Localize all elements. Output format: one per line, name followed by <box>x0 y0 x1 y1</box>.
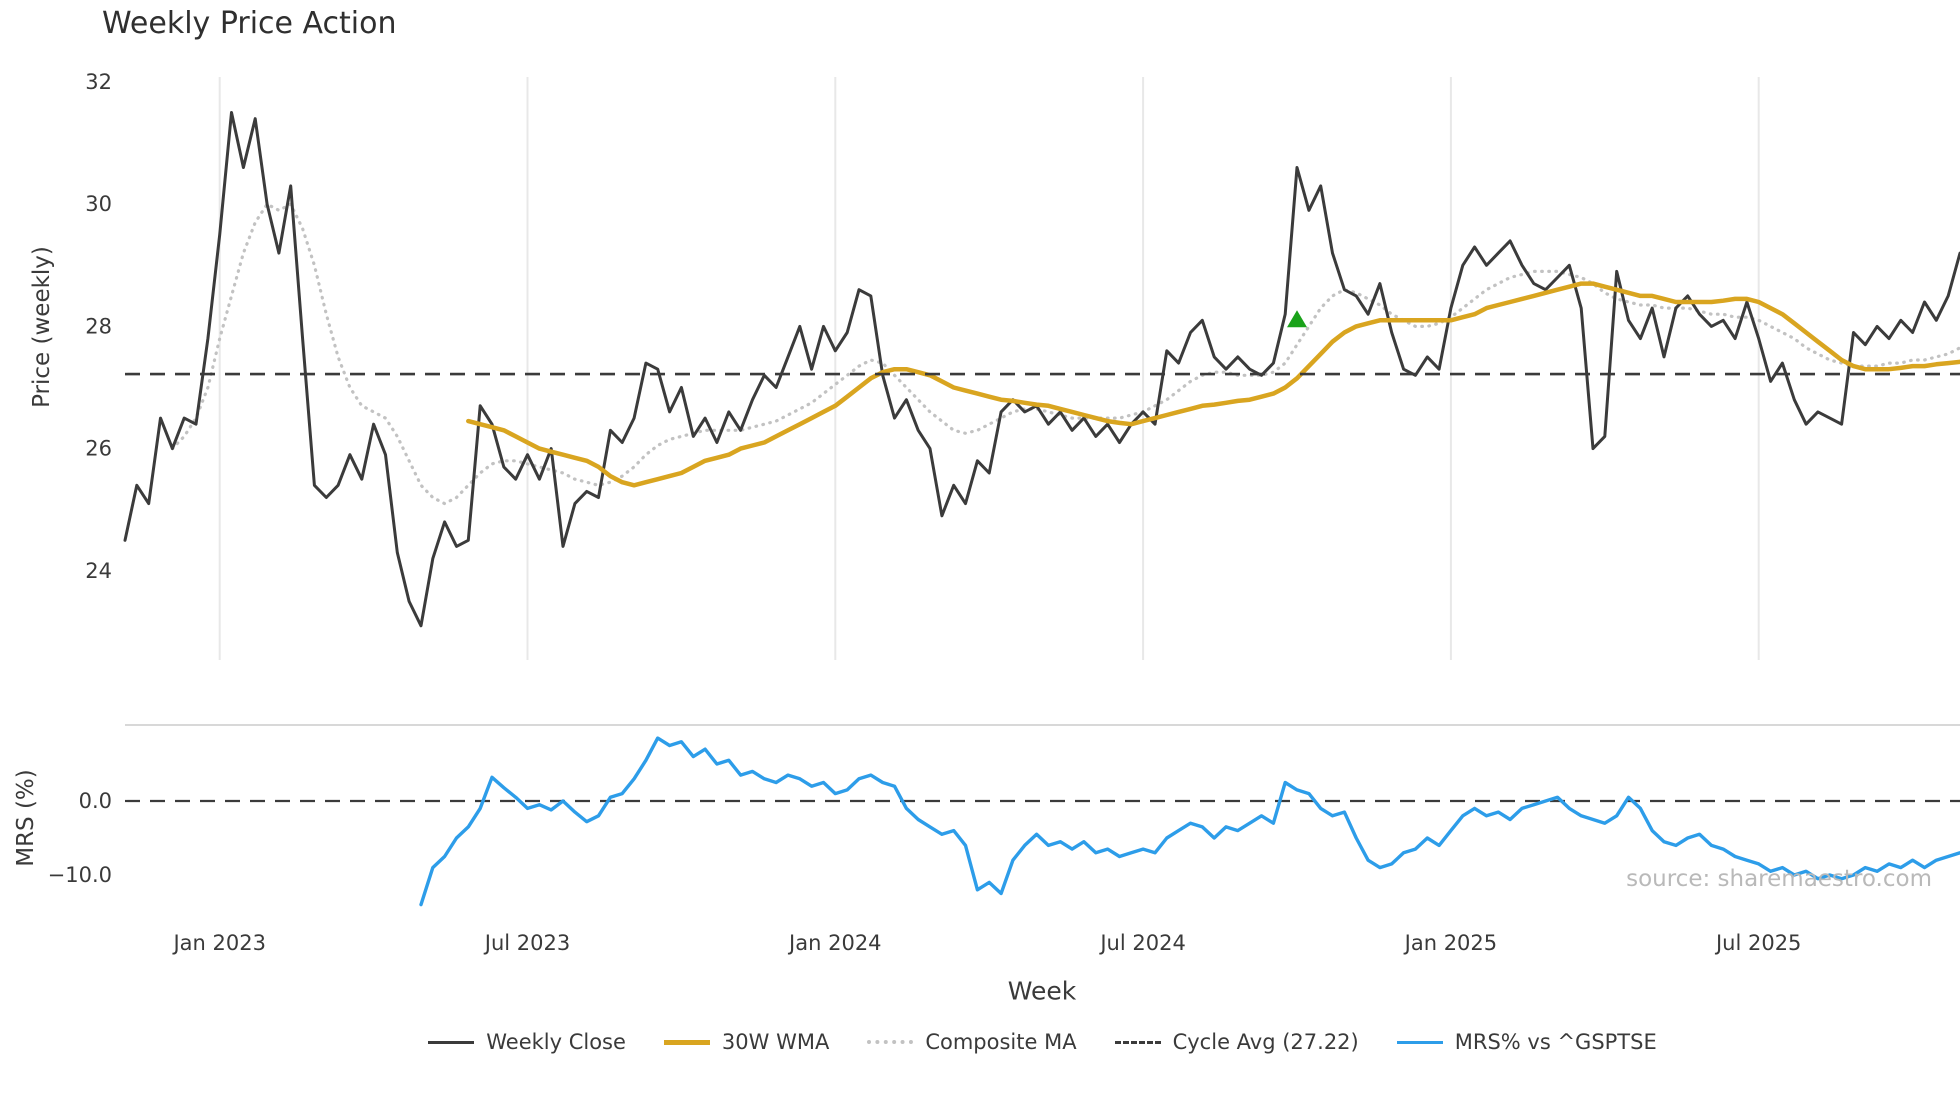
legend-label-30w-wma: 30W WMA <box>721 1030 830 1054</box>
price-tick-label: 24 <box>85 559 112 583</box>
x-tick-label: Jan 2023 <box>171 931 266 955</box>
legend-label-weekly-close: Weekly Close <box>486 1030 626 1054</box>
x-tick-label: Jul 2023 <box>483 931 570 955</box>
x-tick-label: Jan 2024 <box>787 931 882 955</box>
price-tick-label: 28 <box>85 314 112 338</box>
composite-ma-line <box>170 202 1960 506</box>
mrs-line <box>419 736 1960 907</box>
x-tick-label: Jan 2025 <box>1403 931 1498 955</box>
price-tick-label: 26 <box>85 437 112 461</box>
legend-swatch-weekly-close <box>428 1040 475 1044</box>
price-axis-label: Price (weekly) <box>29 246 55 408</box>
mrs-axis-label: MRS (%) <box>13 769 39 867</box>
legend-swatch-30w-wma <box>663 1039 710 1045</box>
source-watermark: source: sharemaestro.com <box>1626 866 1932 892</box>
wma-30w-line <box>466 281 1960 488</box>
legend-label-cycle-avg: Cycle Avg (27.22) <box>1172 1030 1359 1054</box>
legend-item-30w-wma: 30W WMA <box>663 1030 830 1054</box>
legend-item-mrs: MRS% vs ^GSPTSE <box>1396 1030 1657 1054</box>
weekly-close-line <box>123 111 1960 628</box>
legend-item-composite-ma: Composite MA <box>867 1030 1077 1054</box>
legend-item-cycle-avg: Cycle Avg (27.22) <box>1114 1030 1359 1054</box>
legend: Weekly Close 30W WMA Composite MA Cycle … <box>125 1030 1960 1054</box>
legend-swatch-composite-ma <box>867 1040 914 1044</box>
legend-swatch-mrs <box>1396 1040 1443 1044</box>
legend-swatch-cycle-avg <box>1114 1040 1161 1044</box>
legend-item-weekly-close: Weekly Close <box>428 1030 626 1054</box>
buy-signal-marker <box>1287 310 1307 328</box>
x-tick-label: Jul 2025 <box>1714 931 1801 955</box>
price-tick-label: 30 <box>85 192 112 216</box>
legend-label-mrs: MRS% vs ^GSPTSE <box>1454 1030 1657 1054</box>
x-tick-label: Jul 2024 <box>1098 931 1185 955</box>
chart-title: Weekly Price Action <box>102 6 397 41</box>
mrs-tick-label: −10.0 <box>48 863 112 887</box>
price-tick-label: 32 <box>85 70 112 94</box>
mrs-tick-label: 0.0 <box>79 789 112 813</box>
x-axis-label: Week <box>1007 976 1077 1006</box>
legend-label-composite-ma: Composite MA <box>925 1030 1077 1054</box>
